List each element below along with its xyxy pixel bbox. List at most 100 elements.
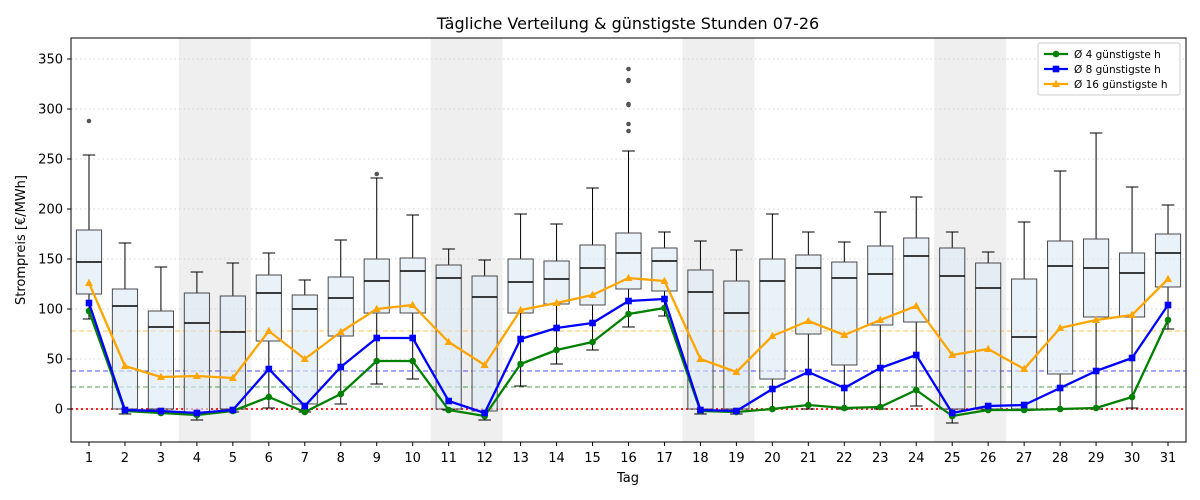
x-tick-label-25: 25 — [944, 451, 961, 466]
boxplot-day-31 — [1154, 204, 1182, 330]
series-2-point-7 — [300, 354, 309, 362]
x-tick-label-8: 8 — [337, 451, 345, 466]
x-axis-label: Tag — [616, 471, 639, 486]
box-14 — [543, 260, 570, 305]
x-tick-label-19: 19 — [728, 451, 745, 466]
x-tick-label-27: 27 — [1016, 451, 1033, 466]
y-tick-label-250: 250 — [38, 153, 63, 168]
series-2-point-5 — [228, 373, 237, 381]
series-2-point-12 — [480, 360, 489, 368]
series-2-point-6 — [264, 326, 273, 334]
box-26 — [975, 262, 1002, 410]
boxplot-day-22 — [831, 241, 858, 410]
x-tick-label-2: 2 — [121, 451, 129, 466]
series-2-point-2 — [120, 361, 129, 369]
series-1-point-29 — [1092, 367, 1100, 375]
legend-label-2: Ø 16 günstigste h — [1074, 79, 1168, 91]
series-2 — [84, 273, 1173, 381]
legend: Ø 4 günstigste h Ø 8 günstigste h Ø 16 gün… — [1037, 42, 1181, 96]
boxplot-day-27 — [1011, 221, 1038, 411]
series-0-point-31 — [1164, 316, 1172, 324]
series-1-point-15 — [589, 319, 596, 327]
series-1-point-28 — [1056, 384, 1064, 392]
outlier-16-1 — [626, 121, 631, 127]
series-1-point-26 — [984, 402, 992, 410]
box-20 — [759, 258, 786, 380]
x-tick-label-29: 29 — [1088, 451, 1105, 466]
box-10 — [399, 257, 426, 314]
x-tick-label-3: 3 — [157, 451, 165, 466]
series-1-point-14 — [553, 324, 560, 332]
series-1-point-27 — [1020, 401, 1028, 409]
series-0-point-7 — [301, 408, 309, 416]
x-tick-label-1: 1 — [85, 451, 93, 466]
series-2-point-13 — [516, 305, 525, 313]
series-2-point-9 — [372, 304, 381, 312]
box-13 — [507, 258, 534, 314]
series-0-point-8 — [337, 390, 345, 398]
box-4 — [183, 292, 210, 413]
series-1-point-11 — [445, 397, 452, 405]
series-1-point-18 — [697, 406, 704, 414]
boxplot-day-25 — [939, 231, 966, 424]
series-2-point-18 — [696, 354, 705, 362]
legend-marker-0 — [1052, 50, 1060, 58]
boxplots — [75, 66, 1182, 424]
boxplot-day-4 — [183, 271, 210, 421]
series-2-point-31 — [1164, 274, 1173, 282]
series-1-point-16 — [625, 297, 632, 305]
series-2-point-1 — [84, 278, 93, 286]
legend-marker-1 — [1052, 65, 1060, 73]
series-0-point-28 — [1056, 405, 1064, 413]
boxplot-day-5 — [219, 262, 246, 413]
series-1-point-23 — [876, 364, 884, 372]
y-tick-label-300: 300 — [38, 103, 63, 118]
y-tick-label-200: 200 — [38, 203, 63, 218]
x-tick-label-18: 18 — [692, 451, 709, 466]
x-tick-label-12: 12 — [476, 451, 493, 466]
legend-frame — [1037, 42, 1181, 96]
series-1-point-10 — [409, 334, 416, 342]
y-tick-label-100: 100 — [38, 303, 63, 318]
series-1-point-13 — [517, 335, 524, 343]
series-0-point-10 — [409, 357, 416, 365]
boxplot-day-29 — [1082, 132, 1110, 410]
y-tick-label-0: 0 — [55, 403, 63, 418]
x-tick-label-16: 16 — [620, 451, 637, 466]
series-1-point-7 — [301, 402, 309, 410]
boxplot-day-16 — [615, 66, 642, 328]
series-2-point-16 — [624, 273, 633, 281]
series-2-point-25 — [948, 350, 957, 358]
outlier-16-3 — [626, 101, 631, 107]
chart-title: Tägliche Verteilung & günstigste Stunden… — [436, 14, 819, 33]
box-9 — [363, 258, 390, 314]
legend-label-1: Ø 8 günstigste h — [1074, 64, 1161, 76]
series-0-point-30 — [1128, 393, 1136, 401]
box-12 — [471, 275, 498, 412]
series-2-point-17 — [660, 276, 669, 284]
boxplot-day-9 — [363, 171, 390, 385]
box-29 — [1082, 238, 1110, 318]
series-1-point-6 — [265, 365, 273, 373]
series-0-point-24 — [912, 386, 920, 394]
series-1-point-19 — [733, 407, 740, 415]
series-lines — [84, 273, 1173, 420]
series-0-point-6 — [265, 393, 273, 401]
series-2-point-11 — [444, 337, 453, 345]
series-1-point-25 — [948, 409, 956, 417]
boxplot-day-12 — [471, 259, 498, 421]
series-2-point-27 — [1020, 364, 1029, 372]
boxplot-day-20 — [759, 213, 786, 410]
y-tick-label-150: 150 — [38, 253, 63, 268]
series-2-point-15 — [588, 290, 597, 298]
box-7 — [291, 294, 318, 405]
y-tick-label-50: 50 — [46, 353, 63, 368]
boxplot-day-7 — [291, 279, 318, 413]
series-2-point-29 — [1092, 315, 1101, 323]
series-2-point-22 — [840, 330, 849, 338]
outlier-16-0 — [626, 128, 631, 134]
box-23 — [867, 245, 894, 326]
x-tick-label-4: 4 — [193, 451, 201, 466]
box-5 — [219, 295, 246, 410]
